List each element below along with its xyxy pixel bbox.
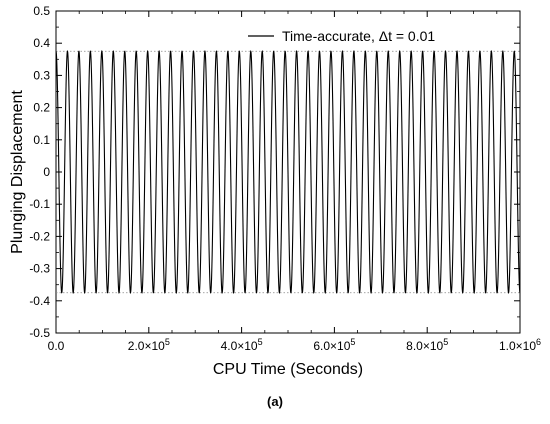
y-tick-label: -0.1 xyxy=(29,197,50,211)
legend: Time-accurate, Δt = 0.01 xyxy=(248,28,435,44)
series-line xyxy=(55,49,521,295)
x-tick-label: 0.0 xyxy=(48,339,65,353)
series-layer xyxy=(55,49,521,295)
y-tick-label: 0.1 xyxy=(33,133,50,147)
y-tick-label: 0.3 xyxy=(33,68,50,82)
x-tick-label: 4.0×105 xyxy=(221,337,263,353)
x-tick-label: 6.0×105 xyxy=(313,337,355,353)
reference-lines xyxy=(56,50,520,294)
y-tick-label: 0.2 xyxy=(33,101,50,115)
legend-label: Time-accurate, Δt = 0.01 xyxy=(282,28,435,44)
y-tick-label: -0.2 xyxy=(29,229,50,243)
y-tick-label: 0.4 xyxy=(33,36,50,50)
x-tick-label-exponent: 5 xyxy=(165,337,170,347)
x-tick-label-exponent: 5 xyxy=(443,337,448,347)
x-tick-label: 1.0×106 xyxy=(499,337,541,353)
y-tick-label: -0.4 xyxy=(29,294,50,308)
x-tick-label-exponent: 5 xyxy=(258,337,263,347)
y-tick-label: 0 xyxy=(43,165,50,179)
x-tick-label-exponent: 5 xyxy=(350,337,355,347)
x-tick-label-exponent: 6 xyxy=(536,337,541,347)
y-axis-title: Plunging Displacement xyxy=(9,90,26,254)
axis-ticks: 0.0 2.0×105 4.0×105 6.0×105 8.0×105 1.0×106 0.… xyxy=(29,4,541,353)
x-tick-label: 2.0×105 xyxy=(128,337,170,353)
y-tick-label: -0.5 xyxy=(29,326,50,340)
figure-caption: (a) xyxy=(267,394,283,409)
x-tick-label: 8.0×105 xyxy=(406,337,448,353)
y-tick-label: -0.3 xyxy=(29,262,50,276)
y-tick-label: 0.5 xyxy=(33,4,50,18)
x-axis-title: CPU Time (Seconds) xyxy=(213,361,363,378)
